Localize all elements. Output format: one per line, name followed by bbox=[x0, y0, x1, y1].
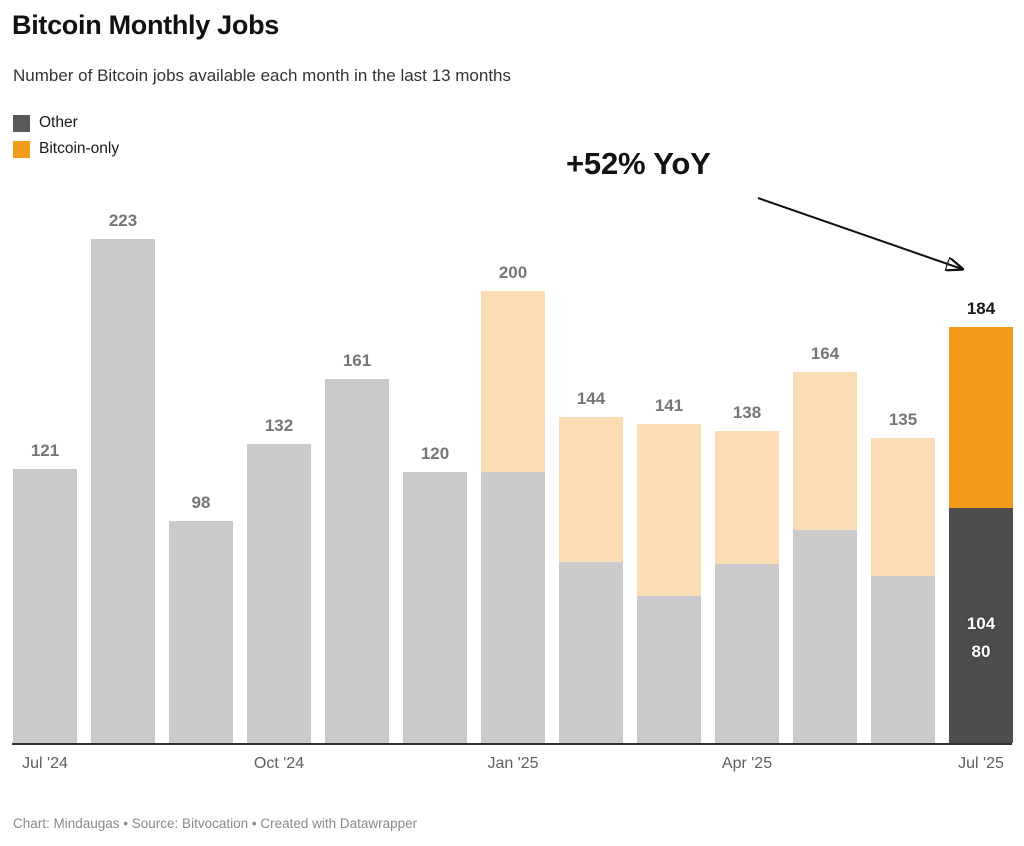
bar-apr-25[interactable] bbox=[715, 430, 779, 743]
bar-total-label: 138 bbox=[732, 402, 762, 422]
bar-mar-25[interactable] bbox=[637, 424, 701, 743]
x-axis-tick-2: Jan '25 bbox=[487, 755, 539, 772]
bar-total-label: 121 bbox=[30, 441, 60, 461]
legend-item-other[interactable]: Other bbox=[13, 112, 119, 134]
legend-swatch-bitcoin-only bbox=[13, 140, 30, 158]
legend-label-other: Other bbox=[39, 114, 78, 132]
bar-may-25[interactable] bbox=[793, 372, 857, 743]
bar-segment-other[interactable] bbox=[637, 595, 701, 743]
bar-segment-other[interactable] bbox=[481, 471, 545, 743]
bar-total-label: 120 bbox=[420, 443, 450, 463]
bar-jun-25[interactable] bbox=[871, 437, 935, 743]
bar-segment-other[interactable] bbox=[715, 564, 779, 743]
bar-segment-other[interactable] bbox=[91, 238, 155, 743]
bar-segment-bitcoin-only[interactable] bbox=[637, 424, 701, 596]
bar-jan-25[interactable] bbox=[481, 290, 545, 743]
bar-segment-other[interactable] bbox=[559, 562, 623, 743]
legend-swatch-other bbox=[13, 114, 30, 132]
bar-total-label: 141 bbox=[654, 396, 684, 416]
bar-total-label: 184 bbox=[966, 298, 996, 318]
bar-segment-label-bitcoin-only: 80 bbox=[971, 641, 991, 661]
bar-oct-24[interactable] bbox=[247, 444, 311, 743]
bar-total-label: 161 bbox=[342, 350, 372, 370]
bar-segment-other[interactable] bbox=[871, 575, 935, 743]
bar-segment-other[interactable] bbox=[13, 469, 77, 743]
bar-segment-bitcoin-only[interactable] bbox=[793, 372, 857, 531]
bar-segment-other[interactable] bbox=[403, 471, 467, 743]
bar-total-label: 223 bbox=[108, 210, 138, 230]
legend-label-bitcoin-only: Bitcoin-only bbox=[39, 140, 120, 158]
bar-jul-24[interactable] bbox=[13, 469, 77, 743]
bar-total-label: 132 bbox=[264, 416, 294, 436]
bar-dec-24[interactable] bbox=[403, 471, 467, 743]
x-axis-tick-0: Jul '24 bbox=[22, 755, 68, 772]
bar-segment-bitcoin-only[interactable] bbox=[559, 417, 623, 563]
x-axis-tick-4: Jul '25 bbox=[958, 755, 1004, 772]
bar-segment-bitcoin-only[interactable] bbox=[481, 290, 545, 472]
bar-total-label: 135 bbox=[888, 409, 918, 429]
bar-segment-other[interactable] bbox=[169, 521, 233, 743]
bar-aug-24[interactable] bbox=[91, 238, 155, 743]
bar-segment-other[interactable] bbox=[949, 507, 1013, 743]
bar-segment-label-other: 104 bbox=[966, 614, 996, 634]
x-axis-tick-1: Oct '24 bbox=[253, 755, 305, 772]
bar-nov-24[interactable] bbox=[325, 378, 389, 743]
bar-segment-other[interactable] bbox=[247, 444, 311, 743]
chart-title: Bitcoin Monthly Jobs bbox=[12, 10, 279, 40]
bar-total-label: 144 bbox=[576, 389, 606, 409]
bar-total-label: 98 bbox=[191, 493, 211, 513]
bar-total-label: 164 bbox=[810, 344, 840, 364]
bar-jul-25[interactable]: 80 104 bbox=[949, 326, 1013, 743]
chart-legend: Other Bitcoin-only bbox=[13, 112, 119, 164]
bar-feb-25[interactable] bbox=[559, 417, 623, 743]
bar-segment-other[interactable] bbox=[793, 530, 857, 743]
bar-segment-other[interactable] bbox=[325, 378, 389, 743]
yoy-annotation-text: +52% YoY bbox=[566, 146, 711, 181]
bar-segment-bitcoin-only[interactable] bbox=[871, 437, 935, 576]
bar-segment-bitcoin-only[interactable] bbox=[949, 326, 1013, 508]
legend-item-bitcoin-only[interactable]: Bitcoin-only bbox=[13, 138, 119, 160]
chart-subtitle: Number of Bitcoin jobs available each mo… bbox=[13, 66, 511, 85]
bar-sep-24[interactable] bbox=[169, 521, 233, 743]
x-axis-line bbox=[12, 743, 1012, 745]
chart-footer-credit: Chart: Mindaugas • Source: Bitvocation •… bbox=[13, 816, 418, 831]
x-axis-tick-3: Apr '25 bbox=[721, 755, 773, 772]
bar-segment-bitcoin-only[interactable] bbox=[715, 430, 779, 565]
bar-total-label: 200 bbox=[498, 262, 528, 282]
